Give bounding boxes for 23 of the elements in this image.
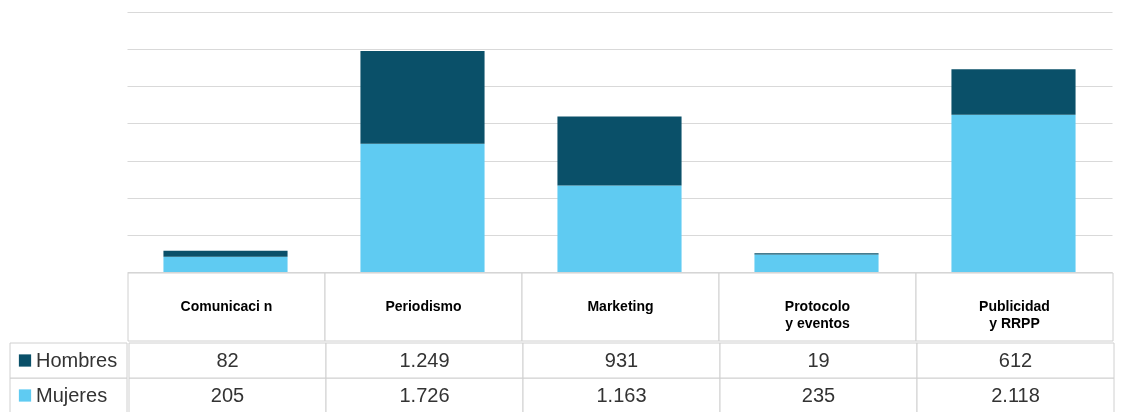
legend-label: Mujeres	[36, 383, 108, 406]
bar	[360, 51, 485, 144]
data-label: 1.249	[399, 348, 450, 371]
data-label: 235	[801, 383, 836, 406]
data-label: 612	[998, 348, 1033, 371]
data-label: 82	[216, 348, 239, 371]
data-label: 2.118	[991, 383, 1040, 406]
bar	[557, 116, 682, 186]
x-tick-label: Publicidad y RRPP	[979, 298, 1050, 331]
bar	[754, 254, 879, 272]
legend-label: Hombres	[36, 348, 118, 371]
data-label: 931	[604, 348, 639, 371]
x-tick-label: Comunicaci n	[180, 298, 273, 314]
data-label: 1.726	[399, 383, 450, 406]
bar	[163, 256, 288, 272]
bar	[163, 250, 288, 257]
x-tick-label: Protocolo y eventos	[784, 298, 851, 331]
data-label: 19	[807, 348, 830, 371]
x-tick-label: Marketing	[587, 298, 654, 314]
x-tick-label: Periodismo	[385, 298, 462, 314]
data-label: 1.163	[596, 383, 647, 406]
bar	[951, 69, 1076, 115]
data-label: 205	[210, 383, 245, 406]
